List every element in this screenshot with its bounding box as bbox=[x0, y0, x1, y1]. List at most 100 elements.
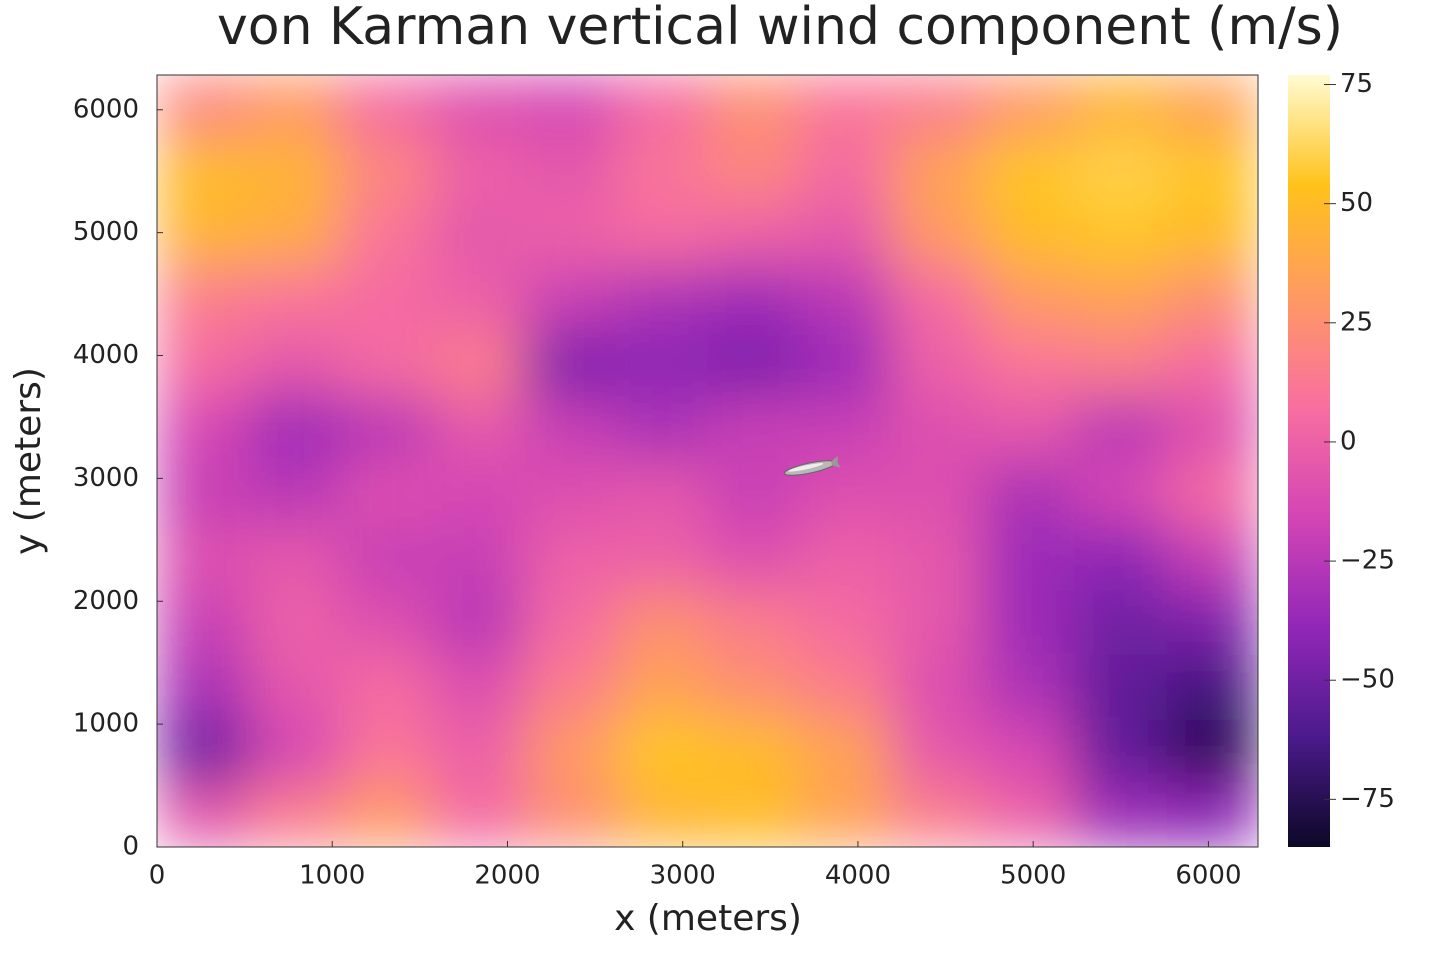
heat-cell bbox=[982, 718, 1075, 784]
heat-cell bbox=[1166, 203, 1258, 269]
heat-cell bbox=[432, 396, 525, 462]
y-tick-label: 6000 bbox=[73, 94, 139, 124]
heat-cell bbox=[799, 139, 892, 205]
heat-cell bbox=[615, 139, 708, 205]
y-axis-label: y (meters) bbox=[8, 367, 49, 555]
plot-frame bbox=[156, 74, 1259, 848]
x-tick-label: 1000 bbox=[299, 861, 365, 891]
y-tick-label: 3000 bbox=[73, 463, 139, 493]
heatmap-cells bbox=[157, 75, 1258, 847]
heat-cell bbox=[340, 589, 433, 655]
x-tick-label: 3000 bbox=[650, 861, 716, 891]
heat-cell bbox=[524, 782, 617, 847]
heat-cell bbox=[524, 461, 617, 526]
heat-cell bbox=[891, 139, 984, 205]
heat-cell bbox=[1166, 718, 1258, 784]
heat-cell bbox=[340, 396, 433, 462]
heat-cell bbox=[707, 332, 800, 398]
heat-cell bbox=[707, 525, 800, 591]
heat-cell bbox=[707, 461, 800, 526]
heat-cell bbox=[615, 525, 708, 591]
heat-cell bbox=[799, 525, 892, 591]
heat-cell bbox=[432, 654, 525, 719]
heat-cell bbox=[340, 461, 433, 526]
heat-cell bbox=[891, 525, 984, 591]
heat-cell bbox=[157, 654, 250, 719]
heat-cell bbox=[891, 589, 984, 655]
heat-cell bbox=[891, 332, 984, 398]
heat-cell bbox=[1166, 75, 1258, 140]
heat-cell bbox=[799, 589, 892, 655]
y-tick-label: 4000 bbox=[73, 340, 139, 370]
heat-cell bbox=[982, 396, 1075, 462]
heat-cell bbox=[524, 203, 617, 269]
heat-cell bbox=[340, 654, 433, 719]
heat-cell bbox=[891, 203, 984, 269]
colorbar-tick-label: 50 bbox=[1340, 188, 1373, 218]
heat-cell bbox=[982, 203, 1075, 269]
heat-cell bbox=[248, 203, 341, 269]
heat-cell bbox=[340, 525, 433, 591]
heat-cell bbox=[1074, 203, 1167, 269]
heat-cell bbox=[432, 461, 525, 526]
heat-cell bbox=[248, 75, 341, 140]
heat-cell bbox=[615, 654, 708, 719]
heat-cell bbox=[248, 589, 341, 655]
heat-cell bbox=[1074, 396, 1167, 462]
x-tick-label: 0 bbox=[149, 861, 166, 891]
y-tick-label: 2000 bbox=[73, 586, 139, 616]
airship-icon bbox=[784, 455, 841, 476]
heat-cell bbox=[615, 396, 708, 462]
heat-cell bbox=[982, 75, 1075, 140]
heat-cell bbox=[707, 396, 800, 462]
y-tick-label: 1000 bbox=[73, 709, 139, 739]
heat-cell bbox=[524, 268, 617, 333]
heat-cell bbox=[891, 396, 984, 462]
heat-cell bbox=[432, 782, 525, 847]
heat-cell bbox=[432, 589, 525, 655]
heat-cell bbox=[157, 268, 250, 333]
heat-cell bbox=[1166, 589, 1258, 655]
heat-cell bbox=[524, 332, 617, 398]
heat-cell bbox=[615, 203, 708, 269]
heat-cell bbox=[157, 525, 250, 591]
heat-cell bbox=[707, 718, 800, 784]
heat-cell bbox=[340, 718, 433, 784]
heat-cell bbox=[982, 139, 1075, 205]
heat-cell bbox=[1074, 718, 1167, 784]
heat-cell bbox=[799, 782, 892, 847]
heat-cell bbox=[1166, 654, 1258, 719]
heat-cell bbox=[1166, 525, 1258, 591]
heat-cell bbox=[1074, 332, 1167, 398]
heat-cell bbox=[524, 525, 617, 591]
heat-cell bbox=[340, 782, 433, 847]
heat-cell bbox=[1074, 139, 1167, 205]
heat-cell bbox=[707, 268, 800, 333]
heat-cell bbox=[799, 268, 892, 333]
heat-cell bbox=[1166, 139, 1258, 205]
heat-cell bbox=[524, 654, 617, 719]
heat-cell bbox=[982, 268, 1075, 333]
heat-cell bbox=[432, 718, 525, 784]
heat-cell bbox=[248, 139, 341, 205]
heat-cell bbox=[1074, 589, 1167, 655]
heat-cell bbox=[157, 203, 250, 269]
heat-cell bbox=[891, 75, 984, 140]
heat-cell bbox=[157, 782, 250, 847]
heat-cell bbox=[157, 75, 250, 140]
y-tick-label: 5000 bbox=[73, 217, 139, 247]
x-tick-label: 6000 bbox=[1175, 861, 1241, 891]
heat-cell bbox=[982, 461, 1075, 526]
colorbar-tick-label: 75 bbox=[1340, 69, 1373, 99]
heat-cell bbox=[524, 718, 617, 784]
colorbar-tick-label: −75 bbox=[1340, 784, 1395, 814]
heat-cell bbox=[340, 75, 433, 140]
heat-cell bbox=[157, 396, 250, 462]
heat-cell bbox=[615, 75, 708, 140]
heat-cell bbox=[248, 525, 341, 591]
heat-cell bbox=[248, 782, 341, 847]
heat-cell bbox=[432, 525, 525, 591]
heatmap bbox=[157, 75, 1258, 847]
heat-cell bbox=[157, 332, 250, 398]
colorbar-tick-label: −50 bbox=[1340, 665, 1395, 695]
